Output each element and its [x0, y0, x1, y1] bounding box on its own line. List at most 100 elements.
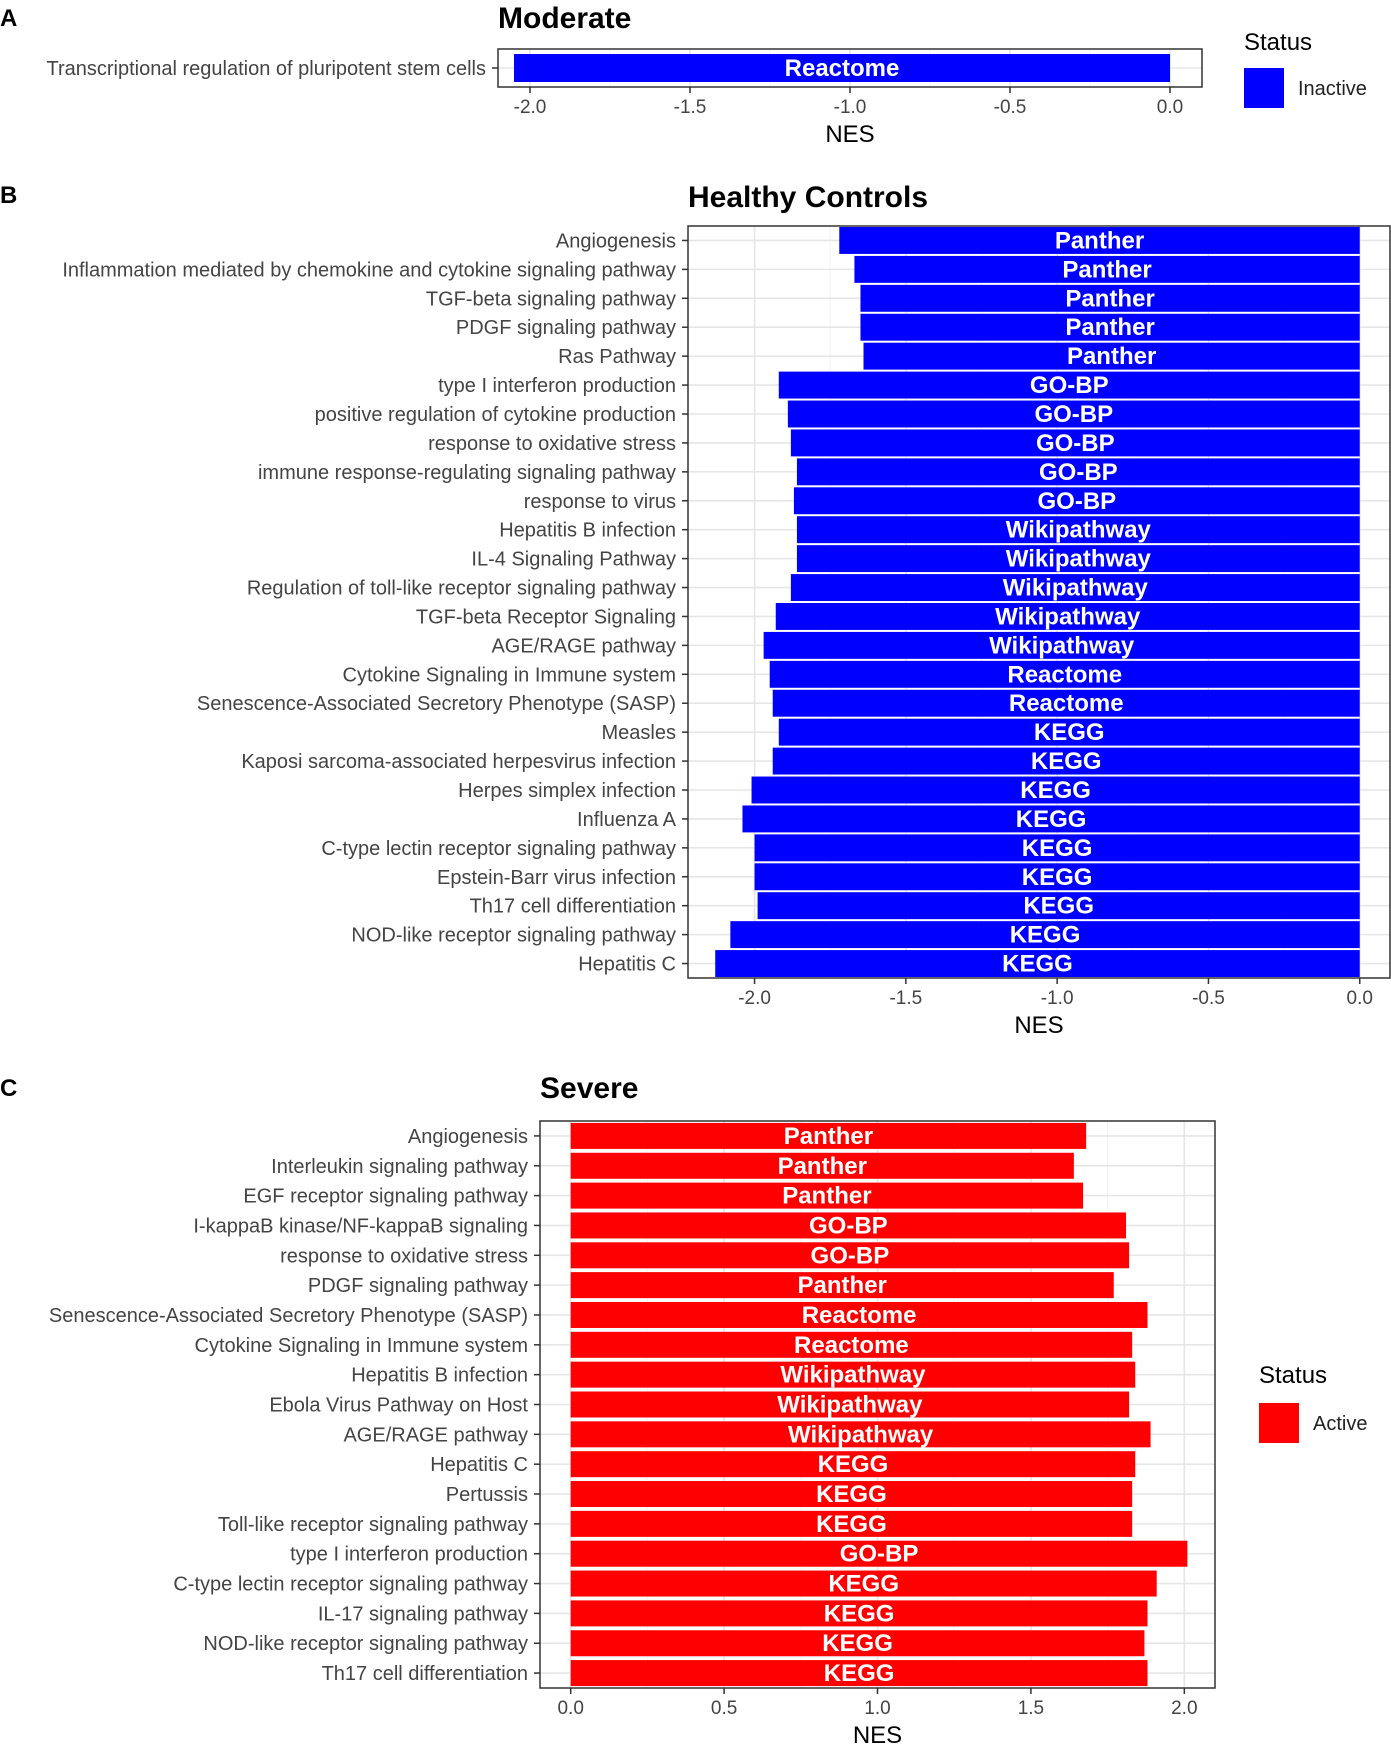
bar-label: KEGG — [822, 1630, 893, 1657]
bar — [570, 1391, 1130, 1418]
bar — [570, 1630, 1145, 1657]
panel-a: A Moderate Reactome Transcriptional regulat… — [0, 2, 1367, 148]
panel-c: C Severe Panther Angiogenesis Panther Interle… — [0, 1072, 1367, 1744]
category-label: Kaposi sarcoma-associated herpesvirus in… — [241, 751, 676, 773]
bar-label: KEGG — [824, 1600, 895, 1627]
bar-label: KEGG — [1002, 951, 1073, 978]
bar-label: GO-BP — [1030, 372, 1109, 399]
bar — [790, 574, 1360, 601]
category-label: Cytokine Signaling in Immune system — [343, 664, 676, 686]
category-label: I-kappaB kinase/NF-kappaB signaling — [193, 1215, 528, 1237]
bar — [772, 747, 1360, 775]
chart-title: Severe — [540, 1072, 638, 1105]
bar-label: GO-BP — [1039, 459, 1118, 486]
x-tick-label: 0.0 — [557, 1698, 583, 1719]
bar-label: Reactome — [1007, 661, 1122, 688]
x-tick-label: -0.5 — [1192, 988, 1225, 1009]
bar — [570, 1361, 1136, 1388]
bar — [751, 776, 1360, 804]
bar — [570, 1182, 1084, 1209]
category-label: Ebola Virus Pathway on Host — [269, 1395, 528, 1417]
bar — [570, 1122, 1087, 1149]
plot-border — [687, 225, 1391, 979]
bar-label: Wikipathway — [1003, 575, 1149, 602]
bar — [775, 603, 1360, 630]
category-label: IL-17 signaling pathway — [318, 1603, 528, 1625]
bar-label: KEGG — [1031, 748, 1102, 775]
bar — [796, 458, 1360, 486]
bar — [570, 1152, 1074, 1179]
category-label: IL-4 Signaling Pathway — [471, 549, 676, 571]
x-axis-title: NES — [825, 121, 874, 148]
bar-label: Wikipathway — [788, 1421, 934, 1448]
category-label: TGF-beta Receptor Signaling — [416, 606, 676, 628]
bar — [570, 1331, 1133, 1358]
category-label: Senescence-Associated Secretory Phenotyp… — [49, 1305, 528, 1327]
category-label: Senescence-Associated Secretory Phenotyp… — [197, 693, 676, 715]
category-label: Hepatitis C — [578, 954, 676, 976]
category-label: EGF receptor signaling pathway — [243, 1186, 528, 1208]
x-tick-label: -2.0 — [514, 97, 547, 118]
x-tick-label: 1.5 — [1018, 1698, 1044, 1719]
bar — [793, 487, 1360, 515]
category-label: Hepatitis C — [430, 1454, 528, 1476]
bar — [730, 921, 1360, 949]
category-label: NOD-like receptor signaling pathway — [203, 1633, 528, 1655]
bar — [570, 1600, 1148, 1627]
bar-label: KEGG — [1010, 922, 1081, 949]
bar-label: Reactome — [785, 55, 900, 82]
x-tick-label: -2.0 — [738, 988, 771, 1009]
bar — [757, 892, 1360, 920]
bar — [570, 1301, 1148, 1328]
bar-label: KEGG — [816, 1481, 887, 1508]
bar-label: Panther — [778, 1153, 867, 1180]
bar-label: Wikipathway — [1006, 517, 1152, 544]
bar — [570, 1421, 1151, 1448]
bar-label: Wikipathway — [1006, 546, 1152, 573]
category-label: Angiogenesis — [408, 1126, 528, 1148]
bar — [772, 689, 1360, 717]
legend-label: Active — [1313, 1413, 1367, 1435]
bar-label: Wikipathway — [780, 1362, 926, 1389]
bar-label: KEGG — [1023, 893, 1094, 920]
bar-label: Wikipathway — [995, 603, 1141, 630]
bar-label: Wikipathway — [777, 1392, 923, 1419]
chart-title: Moderate — [498, 2, 631, 35]
bar — [787, 400, 1360, 428]
x-tick-label: -1.5 — [889, 988, 922, 1009]
category-label: Th17 cell differentiation — [322, 1663, 528, 1685]
bar — [570, 1540, 1188, 1567]
chart-title: Healthy Controls — [688, 181, 928, 214]
x-tick-label: 2.0 — [1171, 1698, 1197, 1719]
category-label: Interleukin signaling pathway — [271, 1156, 528, 1178]
legend-swatch — [1259, 1403, 1299, 1443]
bar — [796, 545, 1360, 573]
bar — [570, 1242, 1130, 1269]
category-label: Th17 cell differentiation — [470, 896, 676, 918]
bar — [839, 227, 1360, 254]
category-label: PDGF signaling pathway — [456, 317, 676, 339]
bar-label: Reactome — [794, 1332, 909, 1359]
bar-label: Panther — [1065, 285, 1154, 312]
category-label: response to oxidative stress — [428, 433, 676, 455]
category-label: Cytokine Signaling in Immune system — [195, 1335, 528, 1357]
legend-title: Status — [1259, 1362, 1327, 1389]
category-label: Inflammation mediated by chemokine and c… — [62, 259, 676, 281]
category-label: response to virus — [524, 491, 676, 513]
category-label: NOD-like receptor signaling pathway — [351, 925, 676, 947]
bar — [778, 371, 1360, 399]
bar — [796, 516, 1360, 544]
panel-b: B Healthy Controls Panther Angiogenesis Pant… — [0, 181, 1391, 1039]
panel-letter: A — [0, 5, 17, 32]
bar — [763, 631, 1360, 659]
bar-label: Panther — [1062, 256, 1151, 283]
category-label: Measles — [602, 722, 676, 744]
category-label: Hepatitis B infection — [351, 1365, 528, 1387]
bar-label: Panther — [1065, 314, 1154, 341]
legend: Status Inactive — [1244, 29, 1367, 108]
category-label: immune response-regulating signaling pat… — [258, 462, 676, 484]
bar-label: KEGG — [816, 1511, 887, 1538]
bar-label: GO-BP — [1036, 430, 1115, 457]
bar — [860, 284, 1360, 312]
